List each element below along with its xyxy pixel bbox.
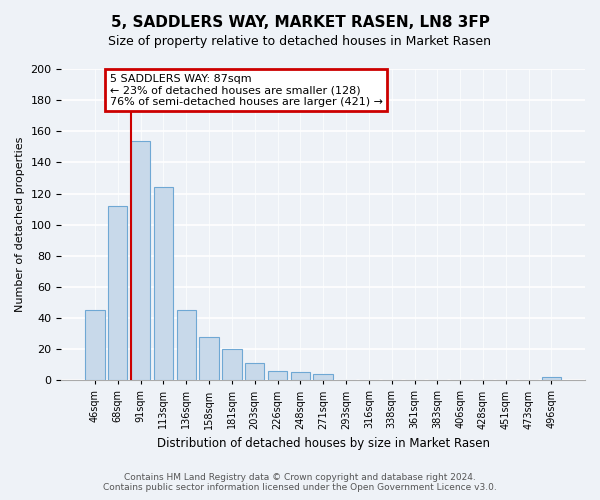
Text: 5 SADDLERS WAY: 87sqm
← 23% of detached houses are smaller (128)
76% of semi-det: 5 SADDLERS WAY: 87sqm ← 23% of detached … [110, 74, 383, 107]
Bar [154, 188, 173, 380]
Bar [268, 371, 287, 380]
Bar [176, 310, 196, 380]
Text: Contains HM Land Registry data © Crown copyright and database right 2024.
Contai: Contains HM Land Registry data © Crown c… [103, 473, 497, 492]
Bar [542, 377, 561, 380]
Bar [85, 310, 104, 380]
Text: Size of property relative to detached houses in Market Rasen: Size of property relative to detached ho… [109, 35, 491, 48]
Bar [313, 374, 333, 380]
Text: 5, SADDLERS WAY, MARKET RASEN, LN8 3FP: 5, SADDLERS WAY, MARKET RASEN, LN8 3FP [110, 15, 490, 30]
Bar [245, 363, 265, 380]
Y-axis label: Number of detached properties: Number of detached properties [15, 137, 25, 312]
Bar [222, 349, 242, 380]
X-axis label: Distribution of detached houses by size in Market Rasen: Distribution of detached houses by size … [157, 437, 490, 450]
Bar [108, 206, 127, 380]
Bar [131, 140, 150, 380]
Bar [199, 336, 219, 380]
Bar [290, 372, 310, 380]
